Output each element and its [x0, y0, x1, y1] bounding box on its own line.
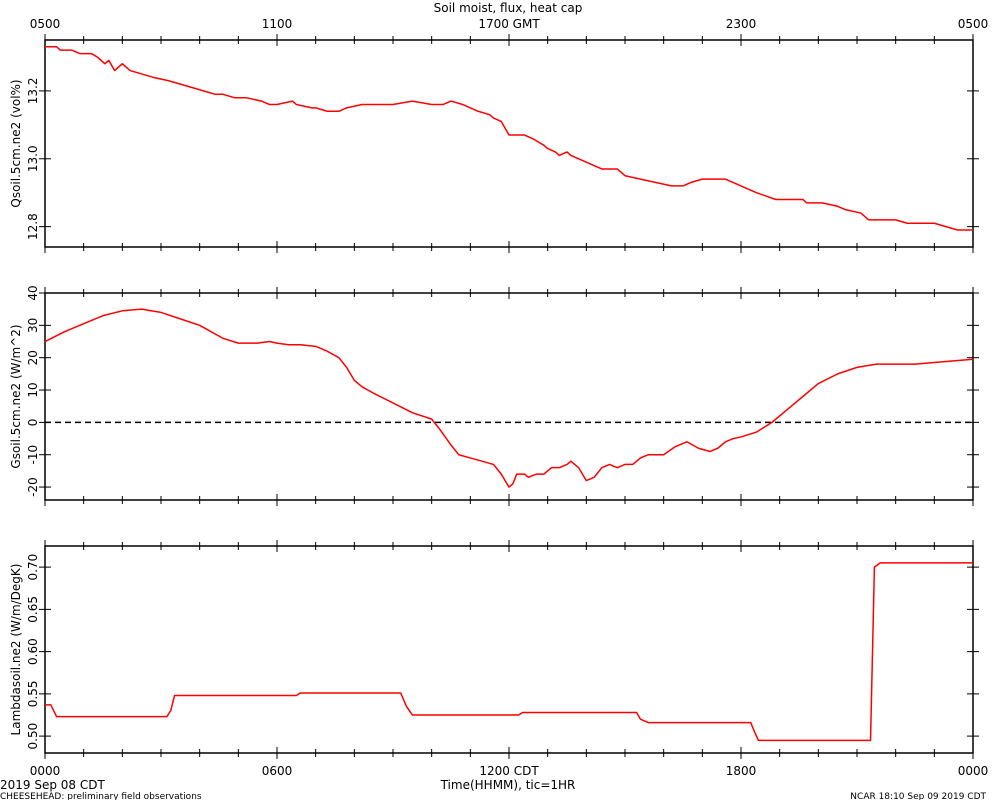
y-tick-label: -20: [26, 477, 40, 497]
series-line-gsoil: [44, 308, 974, 488]
x-tick-label-bottom: 0000: [958, 764, 989, 778]
panel-qsoil-ylabel: Qsoil.5cm.ne2 (vol%): [9, 79, 23, 207]
panel-lambdasoil-series: [45, 562, 973, 742]
x-tick-label-top: 2300: [726, 17, 757, 31]
panel-lambdasoil-ticks: 0.50 0.55 0.60 0.65 0.70 0000 0600 1200 CDT 1800…: [26, 540, 988, 778]
panel-lambdasoil-frame: [44, 545, 974, 754]
y-tick-label: 0.65: [26, 596, 40, 623]
panel-gsoil-frame: [44, 292, 974, 501]
panel-qsoil-frame: [44, 39, 974, 248]
y-tick-label: 12.8: [26, 213, 40, 240]
x-tick-label-top: 0500: [30, 17, 61, 31]
y-tick-label: 10: [26, 382, 40, 397]
y-tick-label: 20: [26, 350, 40, 365]
y-tick-label: 13.0: [26, 145, 40, 172]
y-tick-label: 40: [26, 285, 40, 300]
panel-gsoil-series: [44, 308, 974, 488]
y-tick-label: 0.50: [26, 723, 40, 750]
y-tick-label: 0.70: [26, 554, 40, 581]
y-tick-label: 0.60: [26, 638, 40, 665]
panel-gsoil: Gsoil.5cm.ne2 (W/m^2) -20 -10 0 10 20 30 40: [9, 285, 979, 506]
footer-right: NCAR 18:10 Sep 09 2019 CDT: [850, 792, 986, 800]
x-tick-label-bottom: 0600: [262, 764, 293, 778]
panel-gsoil-ticks: -20 -10 0 10 20 30 40: [26, 285, 979, 506]
panel-qsoil: Qsoil.5cm.ne2 (vol%) 12.8 13.0 13.2 0500 110…: [9, 17, 988, 253]
series-line-qsoil: [45, 46, 973, 231]
y-tick-label: 0.55: [26, 680, 40, 707]
panel-qsoil-series: [45, 46, 973, 231]
x-tick-label-bottom: 1800: [726, 764, 757, 778]
panel-qsoil-ticks: 12.8 13.0 13.2 0500 1100 1700 GMT 2300 0500: [26, 17, 988, 253]
y-tick-label: -10: [26, 445, 40, 465]
panel-lambdasoil: Lambdasoil.ne2 (W/m/DegK) 0.500.550.600.…: [9, 540, 988, 778]
x-tick-label-top: 1100: [262, 17, 293, 31]
panel-lambdasoil-ylabel: Lambdasoil.ne2 (W/m/DegK): [9, 564, 23, 736]
footer-date: 2019 Sep 08 CDT: [0, 778, 105, 792]
y-tick-label: 13.2: [26, 78, 40, 105]
x-axis-label: Time(HHMM), tic=1HR: [440, 778, 576, 792]
y-tick-label: 0: [26, 419, 40, 427]
y-tick-label: 30: [26, 318, 40, 333]
x-tick-label-bottom: 0000: [30, 764, 61, 778]
chart-title: Soil moist, flux, heat cap: [434, 1, 583, 15]
series-line-lambdasoil: [45, 562, 973, 742]
panel-gsoil-ylabel: Gsoil.5cm.ne2 (W/m^2): [9, 324, 23, 468]
x-tick-label-top: 1700 GMT: [478, 17, 540, 31]
x-tick-label-bottom: 1200 CDT: [479, 764, 539, 778]
footer-left: CHEESEHEAD: preliminary field observatio…: [0, 792, 202, 800]
x-tick-label-top: 0500: [958, 17, 989, 31]
